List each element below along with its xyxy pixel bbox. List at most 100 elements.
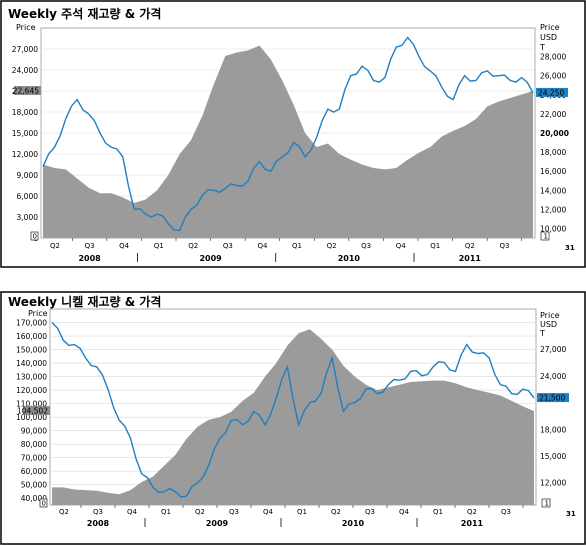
quarter-label: Q2 [195,508,205,516]
nickel-value-badges: 104,502 21,500 0 1 31 [17,393,576,518]
one-box [540,231,550,241]
tin-right-axis-label-2: USD [540,33,557,42]
one-box [541,498,551,508]
quarter-label: Q1 [297,508,307,516]
quarter-label: Q4 [119,242,130,250]
left-tick-label: 18,000 [12,108,38,117]
quarter-label: Q3 [499,242,509,250]
year-label: 2010 [342,519,365,528]
quarter-label: Q3 [501,508,511,516]
tin-value-badges: 22,645 24,250 0 1 31 [13,86,575,252]
quarter-label: Q4 [396,242,407,250]
right-tick-label: 10,000 [540,224,566,233]
quarter-label: Q3 [85,242,95,250]
left-tick-label: 70,000 [21,454,47,463]
zero-box-label: 0 [33,233,37,241]
right-tick-label: 12,000 [540,205,566,214]
nickel-x-axis: Q2 Q3 Q4 Q1 Q2 Q3 Q4 Q1 Q2 Q3 Q4 Q1 Q2 Q3 2008 2009 2010… [59,505,524,528]
nickel-right-ticks: 27,000 24,000 18,000 15,000 12,000 [540,345,566,488]
year-label: 2010 [338,254,361,263]
left-tick-label: 40,000 [21,494,47,503]
quarter-label: Q2 [59,508,69,516]
right-badge-box [536,87,568,97]
year-label: 2011 [459,254,482,263]
quarter-label: Q2 [467,508,477,516]
left-badge-box [14,86,41,95]
quarter-label: Q2 [50,242,60,250]
nickel-price-line [51,321,535,498]
left-tick-label: 9,000 [17,171,39,180]
left-tick-label: 60,000 [21,467,47,476]
quarter-label: Q3 [365,508,375,516]
nickel-chart-title: Weekly 니켈 재고량 & 가격 [8,294,161,309]
right-tick-label: 18,000 [540,425,566,434]
nickel-left-ticks: 170,000 160,000 150,000 140,000 130,000 120,0… [16,319,47,504]
tin-panel: Weekly 주석 재고량 & 가격 Price Price USD T 27,… [0,0,586,268]
left-tick-label: 170,000 [16,319,47,328]
right-badge-box [537,393,569,403]
nickel-left-axis-label: Price [28,309,48,318]
year-label: 2009 [199,254,222,263]
quarter-label: Q3 [223,242,233,250]
year-label: 2009 [206,519,229,528]
quarter-label: Q4 [399,508,410,516]
right-tick-label: 18,000 [540,148,566,157]
zero-box-label: 0 [42,500,46,508]
right-tick-label: 28,000 [540,53,566,62]
quarter-label: Q1 [433,508,443,516]
nickel-panel: Weekly 니켈 재고량 & 가격 Price Price USD T 170… [0,291,586,545]
quarter-label: Q3 [361,242,371,250]
quarter-label: Q1 [154,242,164,250]
tin-x-axis: Q2 Q3 Q4 Q1 Q2 Q3 Q4 Q1 Q2 Q3 Q4 Q1 Q2 Q3 2008 2009 2010… [50,238,522,263]
left-badge-box [23,406,50,416]
nickel-right-axis-label-3: T [539,329,545,338]
nickel-inventory-area [52,329,534,505]
right-tick-label: 14,000 [540,186,566,195]
one-box-label: 1 [545,500,549,508]
left-tick-label: 50,000 [21,481,47,490]
year-label: 2008 [78,254,101,263]
tin-right-axis-label-1: Price [540,23,560,32]
right-tick-label: 16,000 [540,167,566,176]
left-tick-label: 80,000 [21,440,47,449]
quarter-label: Q2 [188,242,198,250]
year-label: 2011 [461,519,484,528]
tin-price-line [42,36,534,232]
one-box-label: 1 [544,233,548,241]
quarter-label: Q1 [292,242,302,250]
left-tick-label: 3,000 [17,213,39,222]
right-tick-label: 24,000 [540,372,566,381]
left-tick-label: 90,000 [21,427,47,436]
quarter-label: Q3 [229,508,239,516]
left-badge-text: 22,645 [13,87,39,96]
right-tick-label: 12,000 [540,479,566,488]
left-tick-label: 27,000 [12,45,38,54]
left-tick-label: 110,000 [16,400,47,409]
left-tick-label: 160,000 [16,332,47,341]
quarter-label: Q2 [327,242,337,250]
quarter-label: Q3 [93,508,103,516]
tin-inventory-area [43,45,533,238]
right-tick-label: 20,000 [540,129,569,138]
quarter-label: Q4 [263,508,274,516]
quarter-label: Q2 [331,508,341,516]
corner-mark: 31 [566,510,576,518]
right-tick-label: 22,000 [540,110,566,119]
tin-left-axis-label: Price [16,23,36,32]
left-tick-label: 150,000 [16,346,47,355]
right-tick-label: 15,000 [540,452,566,461]
right-tick-label: 27,000 [540,345,566,354]
tin-chart-title: Weekly 주석 재고량 & 가격 [8,6,161,21]
left-badge-text: 104,502 [17,407,48,416]
left-tick-label: 140,000 [16,359,47,368]
left-tick-label: 12,000 [12,150,38,159]
left-tick-label: 130,000 [16,373,47,382]
tin-right-axis-label-3: T [539,43,545,52]
zero-box [39,498,48,508]
zero-box [30,231,39,241]
nickel-right-axis-label-2: USD [540,320,557,329]
left-tick-label: 6,000 [17,192,39,201]
quarter-label: Q4 [127,508,138,516]
left-tick-label: 100,000 [16,413,47,422]
